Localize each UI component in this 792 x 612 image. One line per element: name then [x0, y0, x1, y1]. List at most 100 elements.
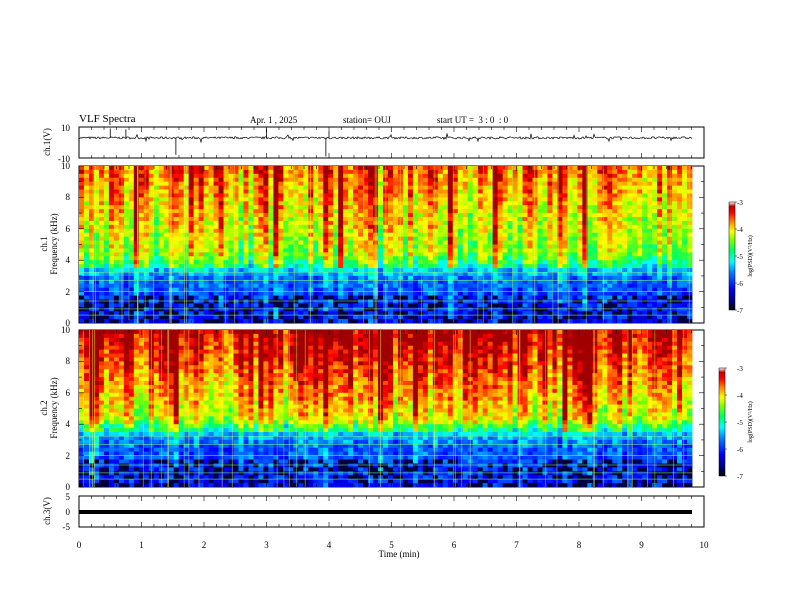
spectrogram-cell [358, 236, 364, 241]
spectrogram-cell [552, 236, 558, 241]
spectrogram-cell [133, 205, 140, 210]
spectrogram-cell [93, 311, 100, 316]
spectrogram-cell [442, 224, 449, 230]
spectrogram-cell [163, 169, 170, 175]
spectrogram-cell [407, 220, 414, 226]
spectrogram-cell [602, 240, 608, 245]
spectrogram-cell [622, 260, 628, 265]
spectrogram-cell [208, 169, 214, 175]
spectrogram-cell [422, 264, 429, 269]
spectrogram-cell [233, 303, 239, 308]
spectrogram-cell [472, 244, 479, 249]
spectrogram-cell [662, 264, 668, 269]
spectrogram-cell [657, 260, 663, 265]
spectrogram-cell [492, 209, 499, 214]
spectrogram-cell [178, 209, 185, 214]
spectrogram-cell [467, 209, 474, 214]
spectrogram-cell [143, 232, 150, 238]
spectrogram-cell [392, 307, 399, 312]
spectrogram-cell [667, 260, 673, 265]
spectrogram-cell [482, 209, 489, 214]
spectrogram-cell [133, 252, 140, 257]
spectrogram-cell [467, 197, 474, 202]
spectrogram-cell [248, 201, 254, 206]
spectrogram-cell [263, 264, 269, 269]
spectrogram-cell [617, 244, 623, 249]
spectrogram-cell [258, 197, 264, 202]
spectrogram-cell [278, 295, 284, 300]
spectrogram-cell [353, 260, 359, 265]
spectrogram-cell [687, 169, 693, 175]
spectrogram-cell [387, 303, 394, 308]
spectrogram-cell [682, 244, 688, 249]
spectrogram-cell [158, 177, 165, 183]
spectrogram-cell [642, 291, 648, 296]
spectrogram-cell [203, 232, 209, 238]
spectrogram-cell [233, 295, 239, 300]
spectrogram-cell [79, 287, 85, 293]
spectrogram-cell [88, 244, 95, 249]
spectrogram-cell [118, 201, 125, 206]
spectrogram-cell [243, 252, 249, 257]
spectrogram-cell [238, 232, 244, 238]
spectrogram-cell [507, 244, 513, 249]
spectrogram-cell [88, 275, 95, 281]
spectrogram-cell [328, 197, 334, 202]
spectrogram-cell [323, 311, 329, 316]
spectrogram-cell [163, 275, 170, 281]
spectrogram-cell [402, 311, 409, 316]
spectrogram-cell [412, 181, 419, 187]
spectrogram-cell [522, 279, 528, 285]
spectrogram-cell [392, 228, 399, 234]
spectrogram-cell [263, 271, 269, 277]
spectrogram-cell [667, 169, 673, 175]
spectrogram-cell [148, 299, 155, 304]
spectrogram-cell [128, 185, 135, 190]
spectrogram-cell [527, 275, 533, 281]
spectrogram-cell [437, 299, 444, 304]
spectrogram-cell [243, 256, 249, 261]
spectrogram-cell [93, 244, 100, 249]
spectrogram-cell [223, 268, 229, 273]
spectrogram-cell [462, 220, 469, 226]
spectrogram-cell [452, 279, 459, 285]
spectrogram-cell [258, 260, 264, 265]
spectrogram-cell [652, 252, 658, 257]
spectrogram-cell [682, 295, 688, 300]
spectrogram-cell [258, 275, 264, 281]
spectrogram-cell [203, 224, 209, 230]
spectrogram-cell [392, 244, 399, 249]
spectrogram-cell [497, 271, 504, 277]
spectrogram-cell [148, 256, 155, 261]
spectrogram-cell [333, 311, 339, 316]
spectrogram-cell [592, 193, 598, 198]
spectrogram-cell [672, 177, 678, 183]
spectrogram-cell [602, 197, 608, 202]
spectrogram-cell [627, 193, 633, 198]
spectrogram-cell [397, 307, 404, 312]
spectrogram-cell [318, 169, 324, 175]
spectrogram-cell [427, 271, 434, 277]
spectrogram-cell [417, 295, 424, 300]
spectrogram-cell [437, 232, 444, 238]
spectrogram-cell [313, 205, 319, 210]
spectrogram-cell [532, 185, 538, 190]
spectrogram-cell [622, 287, 628, 293]
spectrogram-cell [318, 252, 324, 257]
spectrogram-cell [143, 209, 150, 214]
spectrogram-cell [632, 287, 638, 293]
spectrogram-cell [662, 256, 668, 261]
spectrogram-cell [283, 299, 289, 304]
spectrogram-cell [358, 181, 364, 187]
spectrogram-cell [632, 311, 638, 316]
spectrogram-cell [542, 311, 548, 316]
spectrogram-cell [128, 213, 135, 218]
spectrogram-cell [173, 173, 180, 179]
spectrogram-cell [353, 291, 359, 296]
spectrogram-cell [537, 217, 543, 222]
spectrogram-cell [143, 260, 150, 265]
spectrogram-cell [612, 315, 618, 320]
spectrogram-cell [417, 260, 424, 265]
spectrogram-cell [502, 173, 508, 179]
spectrogram-cell [507, 283, 513, 289]
